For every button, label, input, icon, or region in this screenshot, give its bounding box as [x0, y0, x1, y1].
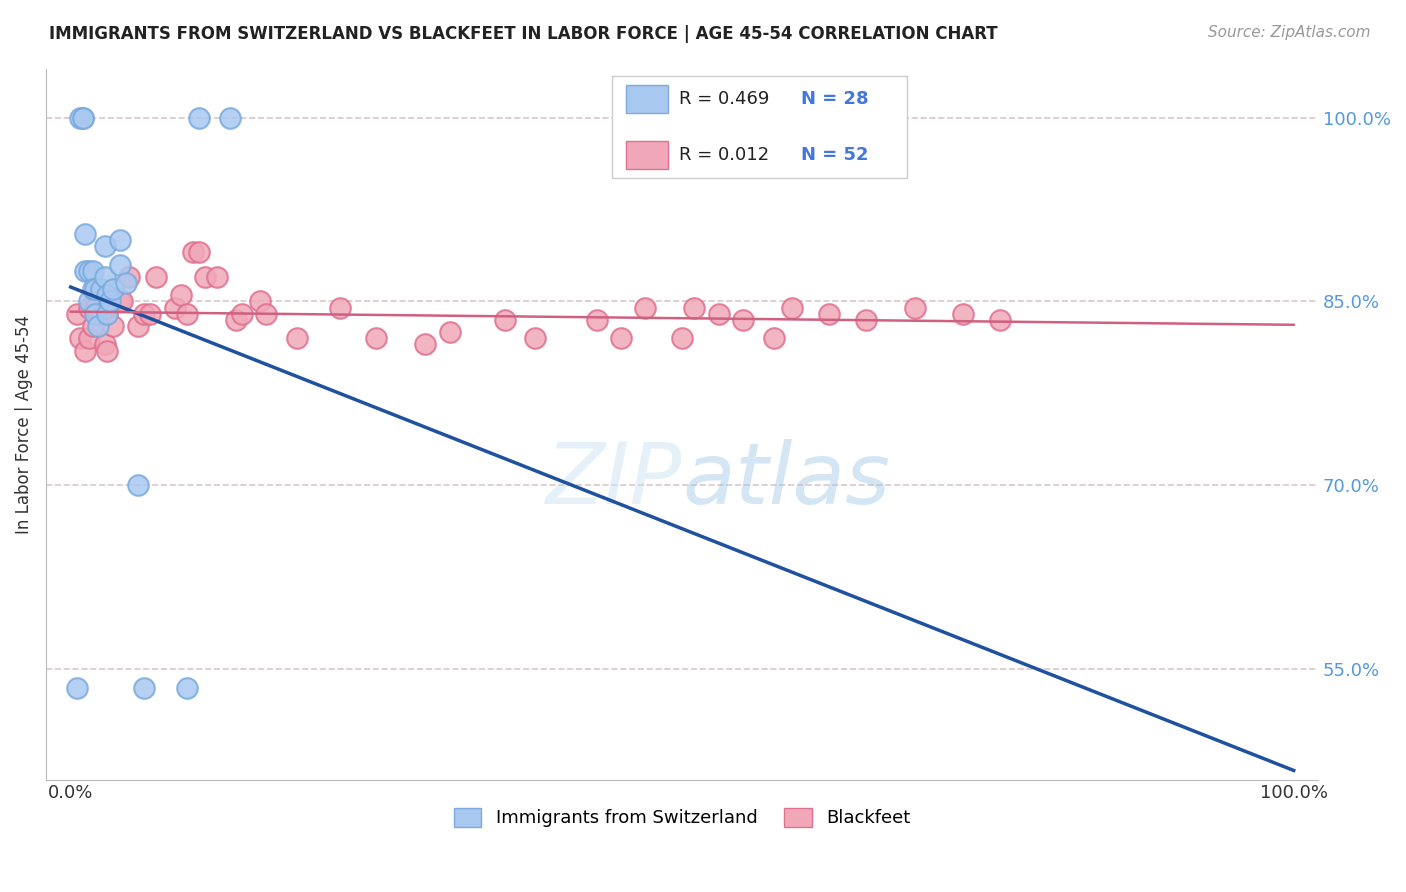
- Point: [75, 343, 97, 358]
- Point: [94, 269, 117, 284]
- Text: ZIP: ZIP: [546, 440, 682, 523]
- Point: [96, 343, 118, 358]
- Point: [188, 245, 211, 260]
- Point: [96, 307, 118, 321]
- Point: [188, 111, 211, 125]
- Point: [194, 269, 217, 284]
- Point: [285, 331, 308, 345]
- Point: [127, 478, 149, 492]
- Point: [181, 245, 204, 260]
- Text: R = 0.469: R = 0.469: [679, 90, 769, 108]
- Point: [96, 288, 118, 302]
- Point: [90, 307, 112, 321]
- Point: [818, 307, 841, 321]
- Text: R = 0.012: R = 0.012: [679, 146, 769, 164]
- Point: [225, 313, 247, 327]
- Point: [524, 331, 547, 345]
- Point: [114, 276, 136, 290]
- Text: N = 28: N = 28: [801, 90, 869, 108]
- Point: [254, 307, 277, 321]
- Point: [77, 264, 100, 278]
- Point: [94, 239, 117, 253]
- Point: [84, 301, 107, 315]
- Point: [75, 264, 97, 278]
- Point: [683, 301, 706, 315]
- Point: [671, 331, 693, 345]
- Point: [585, 313, 607, 327]
- Point: [439, 325, 461, 339]
- Point: [988, 313, 1011, 327]
- Text: N = 52: N = 52: [801, 146, 869, 164]
- Point: [84, 307, 107, 321]
- Point: [163, 301, 186, 315]
- Point: [86, 318, 108, 333]
- Text: Source: ZipAtlas.com: Source: ZipAtlas.com: [1208, 25, 1371, 40]
- Point: [329, 301, 352, 315]
- Point: [72, 111, 94, 125]
- Point: [218, 111, 240, 125]
- Point: [94, 337, 117, 351]
- Point: [108, 294, 131, 309]
- Point: [72, 111, 94, 125]
- Point: [415, 337, 437, 351]
- Point: [132, 681, 155, 695]
- Point: [170, 288, 193, 302]
- Text: atlas: atlas: [682, 440, 890, 523]
- Point: [103, 318, 125, 333]
- Point: [127, 318, 149, 333]
- Point: [707, 307, 730, 321]
- Point: [145, 269, 167, 284]
- Point: [66, 307, 89, 321]
- Point: [96, 307, 118, 321]
- Point: [494, 313, 516, 327]
- Point: [111, 294, 134, 309]
- Point: [903, 301, 925, 315]
- Point: [733, 313, 755, 327]
- Point: [952, 307, 974, 321]
- Point: [103, 282, 125, 296]
- Point: [634, 301, 657, 315]
- Text: IMMIGRANTS FROM SWITZERLAND VS BLACKFEET IN LABOR FORCE | AGE 45-54 CORRELATION : IMMIGRANTS FROM SWITZERLAND VS BLACKFEET…: [49, 25, 998, 43]
- Point: [132, 307, 155, 321]
- Point: [207, 269, 229, 284]
- Point: [231, 307, 253, 321]
- Point: [98, 294, 121, 309]
- Point: [77, 331, 100, 345]
- Point: [82, 318, 104, 333]
- Point: [69, 111, 91, 125]
- Point: [610, 331, 633, 345]
- Point: [77, 301, 100, 315]
- Point: [66, 681, 89, 695]
- Point: [108, 233, 131, 247]
- Point: [762, 331, 785, 345]
- Point: [366, 331, 388, 345]
- Point: [69, 331, 91, 345]
- Point: [855, 313, 877, 327]
- Point: [249, 294, 271, 309]
- Point: [86, 307, 108, 321]
- Point: [780, 301, 803, 315]
- Point: [176, 307, 198, 321]
- Point: [176, 681, 198, 695]
- Point: [90, 282, 112, 296]
- Point: [75, 227, 97, 241]
- Legend: Immigrants from Switzerland, Blackfeet: Immigrants from Switzerland, Blackfeet: [447, 801, 918, 835]
- Point: [82, 282, 104, 296]
- Y-axis label: In Labor Force | Age 45-54: In Labor Force | Age 45-54: [15, 315, 32, 533]
- Point: [77, 294, 100, 309]
- Point: [118, 269, 141, 284]
- Point: [108, 258, 131, 272]
- Point: [84, 282, 107, 296]
- Point: [139, 307, 162, 321]
- Point: [82, 264, 104, 278]
